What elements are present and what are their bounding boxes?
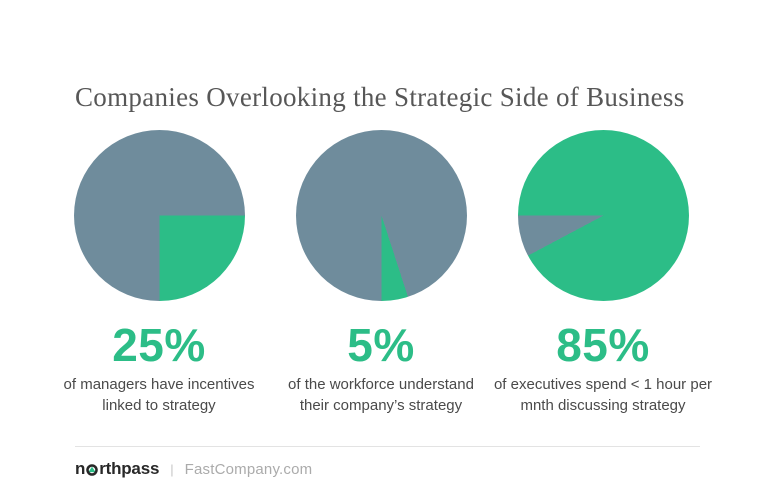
pie-column-managers: 25% of managers have incentives linked t… <box>48 130 270 416</box>
pie-value: 85% <box>556 319 650 371</box>
logo-text-pre: n <box>75 459 86 478</box>
pie-caption: of the workforce understand their compan… <box>288 376 474 414</box>
chart-title: Companies Overlooking the Strategic Side… <box>75 82 685 113</box>
northpass-logo: n rthpass <box>75 459 159 479</box>
logo-o-mountain-icon <box>86 463 98 476</box>
source-attribution: FastCompany.com <box>184 460 313 478</box>
footer-separator: | <box>170 461 174 477</box>
footer-divider <box>75 446 700 447</box>
logo-text-post: rthpass <box>99 459 160 478</box>
pie-chart-25-percent <box>73 130 245 301</box>
pie-chart-85-percent <box>517 130 689 301</box>
pie-column-workforce: 5% of the workforce understand their com… <box>270 130 492 416</box>
pie-value: 5% <box>347 319 415 371</box>
pie-row: 25% of managers have incentives linked t… <box>48 130 714 416</box>
pie-value: 25% <box>112 319 206 371</box>
pie-column-executives: 85% of executives spend < 1 hour per mnt… <box>492 130 714 416</box>
footer: n rthpass | FastCompany.com <box>75 457 312 481</box>
pie-caption: of managers have incentives linked to st… <box>63 376 255 414</box>
pie-chart-5-percent <box>295 130 467 301</box>
pie-caption: of executives spend < 1 hour per mnth di… <box>493 376 713 414</box>
